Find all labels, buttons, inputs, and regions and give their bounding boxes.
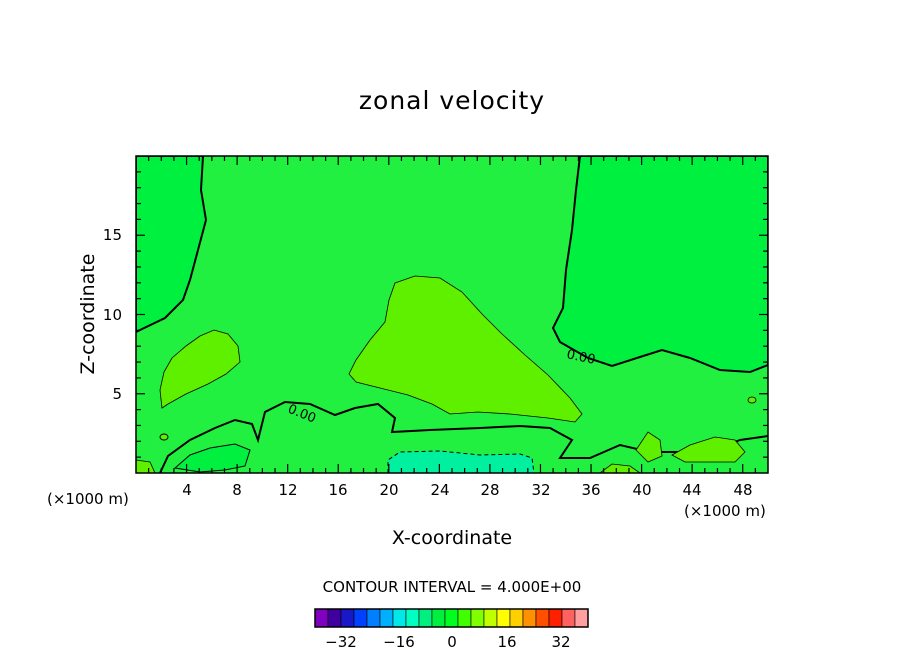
x-tick-48: 48: [733, 481, 753, 499]
y-tick-15: 15: [102, 226, 122, 244]
x-tick-44: 44: [682, 481, 702, 499]
x-unit-label: (×1000 m): [684, 502, 766, 520]
y-tick-10: 10: [102, 306, 122, 324]
colorbar-cell: [522, 608, 537, 628]
colorbar-cell: [470, 608, 485, 628]
x-tick-4: 4: [182, 481, 192, 499]
colorbar-tick-m32: −32: [325, 633, 357, 651]
x-tick-12: 12: [278, 481, 298, 499]
colorbar-cell: [483, 608, 498, 628]
colorbar-cell: [548, 608, 563, 628]
y-axis-label: Z-coordinate: [77, 253, 99, 375]
colorbar-tick-32: 32: [551, 633, 571, 651]
colorbar-cells: [314, 608, 589, 628]
region-right-upper-zero-band: [551, 156, 768, 374]
colorbar-cell: [314, 608, 329, 628]
axis-ticks: [136, 156, 768, 473]
y-tick-5: 5: [112, 385, 122, 403]
x-tick-32: 32: [531, 481, 551, 499]
region-surface-minimum: [387, 450, 535, 473]
contour-field: [136, 156, 768, 473]
colorbar-tick-0: 0: [447, 633, 457, 651]
x-tick-20: 20: [379, 481, 399, 499]
x-axis-label: X-coordinate: [391, 527, 513, 549]
region-left-maximum: [159, 329, 241, 409]
colorbar-cell: [405, 608, 420, 628]
x-tick-24: 24: [430, 481, 450, 499]
colorbar-cell: [444, 608, 459, 628]
colorbar-cell: [392, 608, 407, 628]
chart-title: zonal velocity: [358, 86, 546, 115]
region-central-maximum: [348, 275, 583, 423]
region-small-dot-right: [747, 396, 757, 404]
contour-interval: CONTOUR INTERVAL = 4.000E+00: [322, 578, 582, 596]
surface-zero-contour: [159, 400, 768, 473]
colorbar-cell: [379, 608, 394, 628]
colorbar-cell: [457, 608, 472, 628]
colorbar: [314, 608, 589, 628]
colorbar-cell: [418, 608, 433, 628]
region-surface-strip-right: [599, 463, 641, 473]
colorbar-cell: [496, 608, 511, 628]
contour-label-right: 0.00: [565, 347, 596, 368]
x-tick-28: 28: [480, 481, 500, 499]
colorbar-cell: [327, 608, 342, 628]
colorbar-cell: [366, 608, 381, 628]
x-tick-16: 16: [328, 481, 348, 499]
colorbar-cell: [561, 608, 576, 628]
x-tick-40: 40: [632, 481, 652, 499]
region-surface-strip: [136, 459, 156, 473]
colorbar-tick-16: 16: [497, 633, 517, 651]
colorbar-tick-m16: −16: [383, 633, 415, 651]
colorbar-cell: [535, 608, 550, 628]
colorbar-cell: [509, 608, 524, 628]
z-unit-label: (×1000 m): [47, 490, 129, 508]
region-lower-right-patch-b: [671, 436, 746, 463]
colorbar-frame: [314, 608, 589, 628]
colorbar-cell: [574, 608, 589, 628]
x-tick-36: 36: [581, 481, 601, 499]
x-tick-8: 8: [232, 481, 242, 499]
region-small-dot-left: [159, 433, 169, 441]
colorbar-cell: [340, 608, 355, 628]
colorbar-cell: [431, 608, 446, 628]
region-lower-left-patch: [173, 443, 251, 473]
colorbar-cell: [353, 608, 368, 628]
region-lower-right-patch-a: [635, 431, 663, 463]
